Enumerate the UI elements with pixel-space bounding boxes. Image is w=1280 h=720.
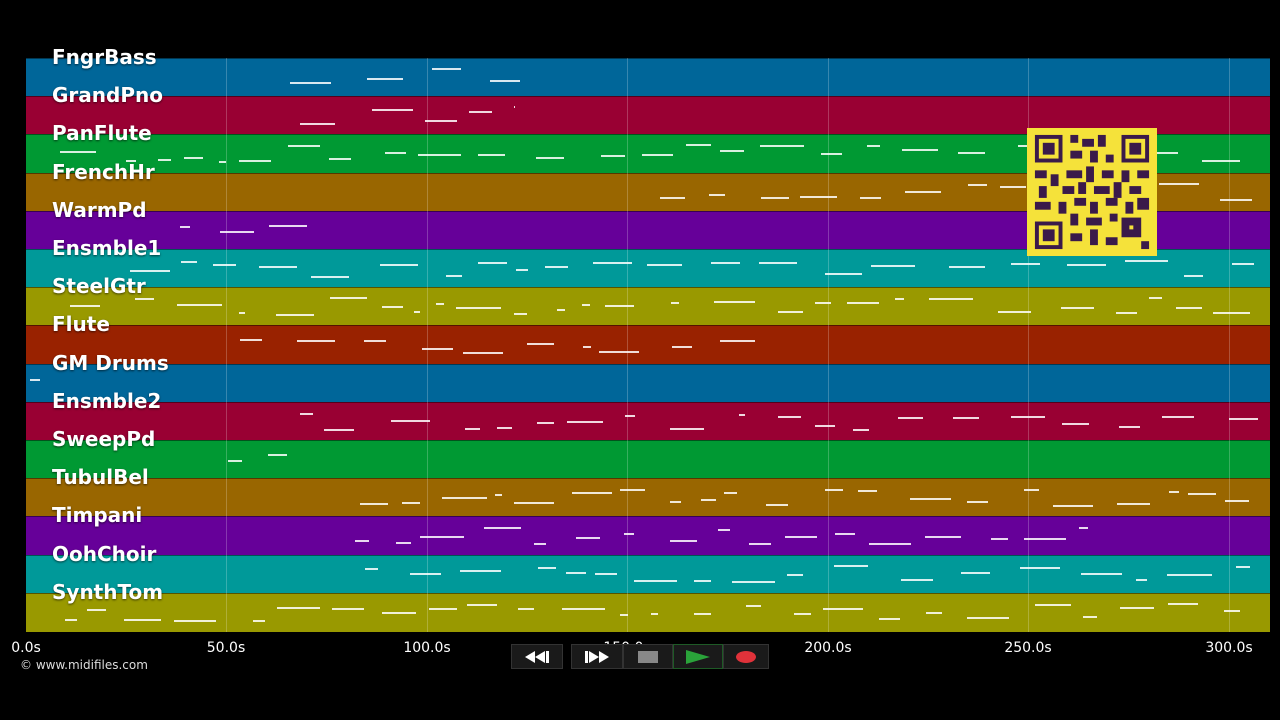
track-lane — [26, 325, 1270, 365]
track-label: FrenchHr — [52, 159, 155, 184]
track-lane — [26, 440, 1270, 479]
track-label: Flute — [52, 312, 110, 337]
track-lane — [26, 287, 1270, 327]
play-icon — [686, 649, 710, 664]
track-label: Ensmble2 — [52, 388, 162, 413]
gridline — [828, 58, 829, 632]
transport-controls — [511, 644, 769, 670]
track-label: SteelGtr — [52, 274, 146, 299]
record-icon — [736, 650, 756, 663]
track-lane — [26, 478, 1270, 518]
stop-icon — [638, 650, 658, 663]
gridline — [1028, 58, 1029, 632]
record-button[interactable] — [723, 644, 769, 669]
gridline — [427, 58, 428, 632]
track-label: GM Drums — [52, 350, 169, 375]
time-tick-label: 300.0s — [1205, 640, 1253, 656]
time-tick-label: 0.0s — [11, 640, 41, 656]
qr-code[interactable] — [1027, 128, 1157, 256]
fast-forward-button[interactable] — [571, 644, 623, 669]
qr-code-image — [1031, 131, 1153, 253]
stop-button[interactable] — [623, 644, 673, 669]
gridline — [627, 58, 628, 632]
time-tick-label: 250.0s — [1004, 640, 1052, 656]
track-lane — [26, 401, 1270, 441]
track-lane — [26, 363, 1270, 403]
rewind-icon — [525, 650, 549, 663]
track-label: WarmPd — [52, 197, 147, 222]
track-lane — [26, 58, 1270, 97]
time-tick-label: 200.0s — [804, 640, 852, 656]
track-label: Ensmble1 — [52, 236, 162, 260]
track-lane — [26, 592, 1270, 632]
track-label: SynthTom — [52, 579, 164, 604]
track-label: OohChoir — [52, 541, 157, 566]
rewind-button[interactable] — [511, 644, 563, 669]
track-label: TubulBel — [52, 465, 149, 490]
time-tick-label: 100.0s — [403, 640, 451, 656]
track-label: FngrBass — [52, 45, 157, 69]
gridline — [1229, 58, 1230, 632]
time-tick-label: 50.0s — [206, 640, 246, 656]
track-label: SweepPd — [52, 427, 156, 451]
fast-forward-icon — [585, 650, 609, 663]
track-label: GrandPno — [52, 83, 163, 108]
track-lane — [26, 554, 1270, 594]
play-button[interactable] — [673, 644, 723, 669]
track-lane — [26, 516, 1270, 556]
copyright-text: © www.midifiles.com — [20, 658, 148, 672]
gridline — [226, 58, 227, 632]
track-label: Timpani — [52, 503, 143, 528]
track-label: PanFlute — [52, 121, 152, 146]
